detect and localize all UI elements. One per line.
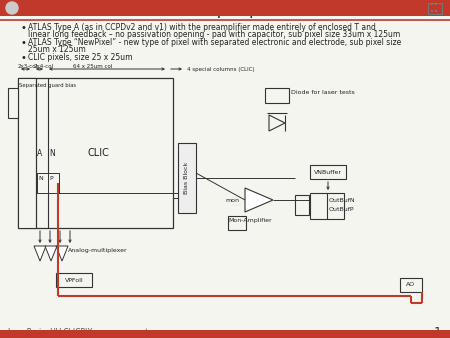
Polygon shape xyxy=(56,246,68,261)
Bar xyxy=(310,165,346,179)
Text: ···: ··· xyxy=(36,3,43,9)
Bar xyxy=(431,10,433,12)
Text: VPFoll: VPFoll xyxy=(65,277,83,283)
Text: VNBuffer: VNBuffer xyxy=(314,169,342,174)
Text: Analog-multiplexer: Analog-multiplexer xyxy=(68,248,128,253)
Polygon shape xyxy=(45,246,57,261)
Text: mon: mon xyxy=(225,197,239,202)
Text: OutBufN: OutBufN xyxy=(329,198,356,203)
Text: Bias Block: Bias Block xyxy=(184,162,189,194)
Bar xyxy=(400,278,422,292)
Text: N: N xyxy=(38,176,43,181)
Bar xyxy=(310,193,344,219)
Bar xyxy=(0,330,450,338)
Polygon shape xyxy=(34,246,46,261)
Text: Diode for laser tests: Diode for laser tests xyxy=(291,90,355,95)
Text: ⚙: ⚙ xyxy=(8,3,16,13)
Text: Chip-Top: Chip-Top xyxy=(190,0,260,18)
Bar xyxy=(0,0,450,16)
Bar xyxy=(265,88,289,103)
Text: OutBufP: OutBufP xyxy=(329,207,355,212)
Text: 64 x 25um col: 64 x 25um col xyxy=(73,64,112,69)
Text: A: A xyxy=(37,148,42,158)
Text: AO: AO xyxy=(406,283,415,288)
Text: N: N xyxy=(49,148,55,158)
Bar xyxy=(8,88,18,118)
Text: 4 special columns (CLIC): 4 special columns (CLIC) xyxy=(187,67,255,72)
Text: 25um x 125um: 25um x 125um xyxy=(28,45,86,54)
Bar xyxy=(48,173,59,193)
Bar xyxy=(435,3,437,5)
Text: 2x4-col: 2x4-col xyxy=(34,64,54,69)
Text: 1: 1 xyxy=(434,327,442,338)
Bar xyxy=(37,173,48,193)
Text: Mon-Amplifier: Mon-Amplifier xyxy=(228,218,272,223)
Bar xyxy=(431,3,433,5)
Text: linear long feedback – no passivation opening - pad with capacitor, sub pixel si: linear long feedback – no passivation op… xyxy=(28,30,400,39)
Bar xyxy=(18,78,173,228)
Bar xyxy=(178,143,196,213)
Bar xyxy=(295,195,309,215)
Text: •: • xyxy=(20,23,26,33)
Text: 2x3-col: 2x3-col xyxy=(18,64,38,69)
Text: CLIC pixels, size 25 x 25um: CLIC pixels, size 25 x 25um xyxy=(28,53,132,62)
Bar xyxy=(18,78,36,228)
Text: ziti: ziti xyxy=(20,3,37,13)
Text: •: • xyxy=(20,53,26,63)
Text: CLIC: CLIC xyxy=(87,148,109,158)
Bar xyxy=(228,216,246,230)
Circle shape xyxy=(6,2,18,14)
Text: P: P xyxy=(49,176,53,181)
Polygon shape xyxy=(245,188,273,212)
Bar xyxy=(435,10,437,12)
Text: ATLAS Type A (as in CCPDv2 and v1) with the preamplifier made entirely of enclos: ATLAS Type A (as in CCPDv2 and v1) with … xyxy=(28,23,376,32)
Bar xyxy=(56,273,92,287)
Bar xyxy=(428,3,442,14)
Text: •: • xyxy=(20,38,26,48)
Text: Ivan Peric, HV-CLICPIX measurements: Ivan Peric, HV-CLICPIX measurements xyxy=(8,329,152,338)
Text: ATLAS Type “NewPixel” - new type of pixel with separated electronic and electrod: ATLAS Type “NewPixel” - new type of pixe… xyxy=(28,38,401,47)
Text: Separated guard bias: Separated guard bias xyxy=(19,83,76,88)
